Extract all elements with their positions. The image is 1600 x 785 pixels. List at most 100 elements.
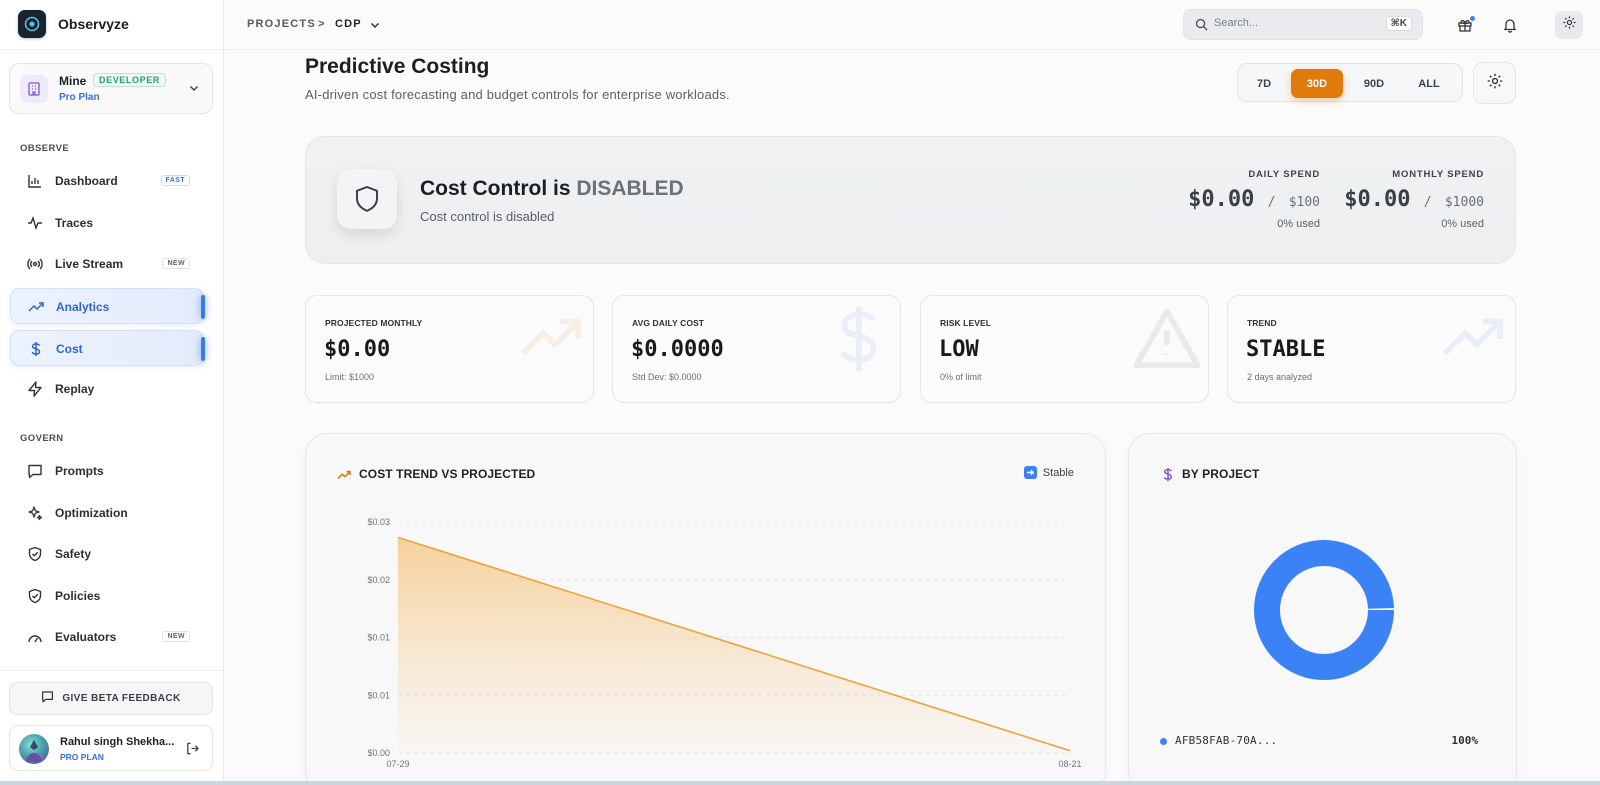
settings-button[interactable] <box>1555 11 1583 39</box>
workspace-plan: Pro Plan <box>59 92 100 103</box>
kpi-card-avg-daily-cost: AVG DAILY COST $0.0000 Std Dev: $0.0000 <box>612 295 901 403</box>
trend-legend: Stable <box>1023 466 1074 479</box>
breadcrumb-projects[interactable]: PROJECTS <box>247 18 316 30</box>
monthly-spend-used: 0% used <box>1441 218 1484 230</box>
trending-up-icon <box>517 304 587 379</box>
donut-slice[interactable] <box>1254 540 1394 680</box>
range-option-30d[interactable]: 30D <box>1291 69 1343 98</box>
kpi-value: $0.0000 <box>631 337 724 362</box>
cost-control-title-prefix: Cost Control is <box>420 177 571 200</box>
chevron-down-icon[interactable] <box>369 18 381 36</box>
page-title: Predictive Costing <box>305 55 490 78</box>
top-bar: PROJECTS > CDP ⌘K <box>225 0 1600 50</box>
daily-spend-sep: / <box>1267 195 1276 210</box>
trend-line <box>397 536 1071 752</box>
page-subtitle: AI-driven cost forecasting and budget co… <box>305 87 730 102</box>
trending-up-icon <box>337 468 351 486</box>
section-label-govern: GOVERN <box>20 433 64 444</box>
brand-name: Observyze <box>58 16 129 32</box>
sidebar-item-replay[interactable]: Replay <box>10 371 204 407</box>
by-project-panel: BY PROJECT AFB58FAB-70A... 100% <box>1128 433 1517 781</box>
zap-icon <box>27 381 43 397</box>
brand[interactable]: Observyze <box>0 0 224 50</box>
workspace-badge: DEVELOPER <box>93 73 166 87</box>
sidebar-item-policies[interactable]: Policies <box>10 578 204 614</box>
give-feedback-button[interactable]: GIVE BETA FEEDBACK <box>9 682 213 715</box>
search-box[interactable]: ⌘K <box>1183 9 1423 40</box>
workspace-switcher[interactable]: Mine DEVELOPER Pro Plan <box>9 63 213 114</box>
sidebar-item-analytics[interactable]: Analytics <box>10 288 205 324</box>
section-label-observe: OBSERVE <box>20 143 70 154</box>
new-badge: NEW <box>162 631 190 642</box>
sidebar-divider <box>0 670 224 671</box>
monthly-spend-label: MONTHLY SPEND <box>1392 169 1484 180</box>
kpi-card-trend: TREND STABLE 2 days analyzed <box>1227 295 1516 403</box>
monthly-spend-value: $0.00 <box>1344 187 1411 212</box>
fast-badge: FAST <box>160 175 190 186</box>
gear-icon <box>1486 72 1504 95</box>
x-tick-label: 08-21 <box>1058 759 1081 769</box>
kpi-card-projected-monthly: PROJECTED MONTHLY $0.00 Limit: $1000 <box>305 295 594 403</box>
cost-trend-chart: $0.00 $0.01 $0.01 $0.02 $0.03 07-29 08-21 <box>367 517 1081 769</box>
range-option-7d[interactable]: 7D <box>1256 77 1272 90</box>
chevron-down-icon <box>188 81 200 99</box>
range-option-90d[interactable]: 90D <box>1363 77 1385 90</box>
time-range-selector: 7D 30D 90D ALL <box>1237 63 1463 102</box>
sidebar-item-label: Analytics <box>56 300 110 314</box>
sidebar-item-traces[interactable]: Traces <box>10 205 204 241</box>
sidebar-item-optimization[interactable]: Optimization <box>10 495 204 531</box>
bell-icon[interactable] <box>1500 15 1520 35</box>
search-icon <box>1195 18 1208 36</box>
avatar <box>19 734 49 764</box>
sidebar-item-label: Evaluators <box>55 630 117 644</box>
daily-spend-label: DAILY SPEND <box>1248 169 1320 180</box>
kpi-note: 2 days analyzed <box>1247 372 1313 382</box>
message-icon <box>41 690 54 708</box>
range-option-all[interactable]: ALL <box>1418 77 1440 90</box>
sidebar: Observyze Mine DEVELOPER Pro Plan OBSERV… <box>0 0 224 781</box>
breadcrumb-current[interactable]: CDP <box>335 18 362 30</box>
sidebar-item-label: Replay <box>55 382 95 396</box>
user-plan: PRO PLAN <box>60 752 104 762</box>
trend-legend-label: Stable <box>1042 466 1074 479</box>
project-legend-row[interactable]: AFB58FAB-70A... 100% <box>1160 733 1478 749</box>
gift-icon[interactable] <box>1455 15 1475 35</box>
legend-dot <box>1160 738 1167 745</box>
activity-icon <box>27 215 43 231</box>
sidebar-item-safety[interactable]: Safety <box>10 536 204 572</box>
gear-icon <box>1562 15 1577 35</box>
cost-control-banner: Cost Control is DISABLED Cost control is… <box>305 136 1516 264</box>
daily-spend-limit: $100 <box>1288 195 1320 210</box>
kpi-value: LOW <box>939 337 979 362</box>
warning-icon <box>1132 304 1202 379</box>
search-shortcut: ⌘K <box>1385 16 1412 31</box>
daily-spend-used: 0% used <box>1277 218 1320 230</box>
by-project-title: BY PROJECT <box>1182 467 1260 481</box>
monthly-spend-value-row: $0.00 / $1000 <box>1344 187 1484 212</box>
sidebar-item-live-stream[interactable]: Live Stream NEW <box>10 246 204 282</box>
kpi-label: RISK LEVEL <box>940 318 992 328</box>
project-name: AFB58FAB-70A... <box>1175 734 1278 747</box>
shield-check-icon <box>27 588 43 604</box>
sidebar-item-dashboard[interactable]: Dashboard FAST <box>10 163 204 199</box>
user-card[interactable]: Rahul singh Shekha... PRO PLAN <box>9 725 213 771</box>
shield-icon <box>337 169 397 229</box>
search-input[interactable] <box>1214 17 1374 29</box>
breadcrumb-separator: > <box>318 18 325 30</box>
y-tick-label: $0.01 <box>367 690 390 700</box>
sparkles-icon <box>27 505 43 521</box>
cost-control-subtitle: Cost control is disabled <box>420 209 555 224</box>
give-feedback-label: GIVE BETA FEEDBACK <box>62 693 181 704</box>
logout-icon[interactable] <box>185 741 200 761</box>
shield-check-icon <box>27 546 43 562</box>
sidebar-item-label: Live Stream <box>55 257 124 271</box>
sidebar-item-evaluators[interactable]: Evaluators NEW <box>10 619 204 655</box>
cost-settings-button[interactable] <box>1473 62 1516 104</box>
monthly-spend-limit: $1000 <box>1444 195 1484 210</box>
dollar-icon <box>1162 467 1174 487</box>
bar-chart-icon <box>27 173 43 189</box>
sidebar-item-prompts[interactable]: Prompts <box>10 453 204 489</box>
sidebar-item-cost[interactable]: Cost <box>10 330 205 366</box>
sidebar-item-label: Policies <box>55 589 101 603</box>
message-icon <box>27 463 43 479</box>
